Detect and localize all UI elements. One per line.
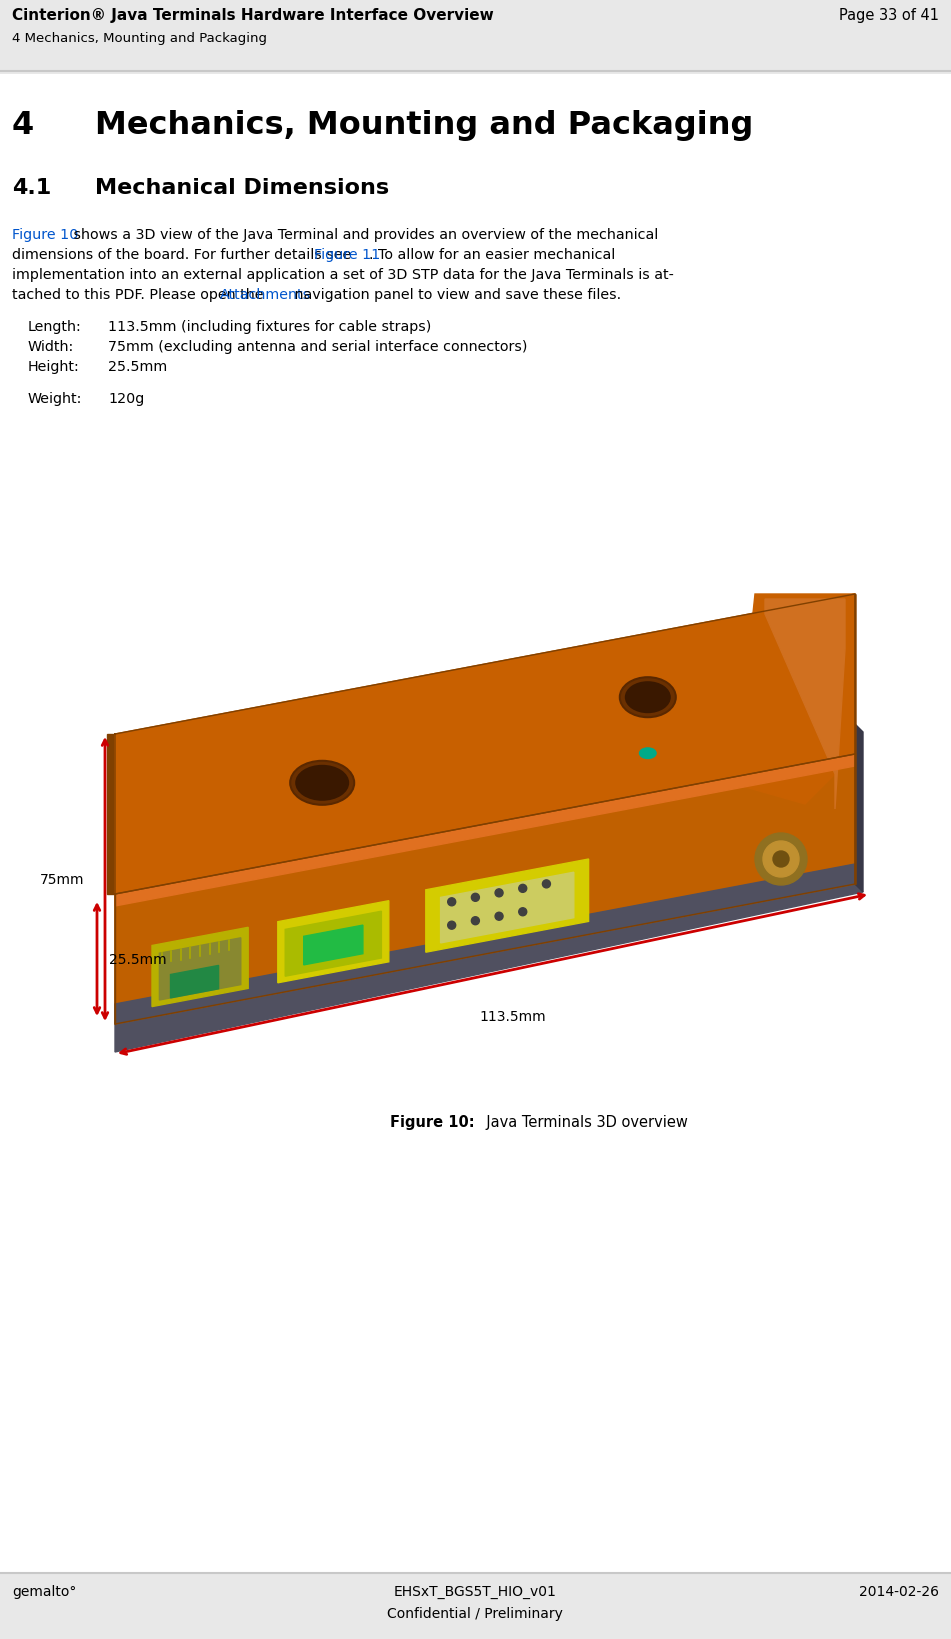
Text: Figure 11: Figure 11 [314, 247, 380, 262]
Bar [0, 0, 951, 75]
Text: Mechanical Dimensions: Mechanical Dimensions [95, 179, 389, 198]
Text: 120g: 120g [108, 392, 145, 406]
Polygon shape [115, 754, 855, 906]
Circle shape [542, 880, 551, 888]
Text: Length:: Length: [28, 320, 82, 334]
Polygon shape [152, 928, 248, 1006]
Circle shape [518, 908, 527, 916]
Text: Page 33 of 41: Page 33 of 41 [839, 8, 939, 23]
Text: 75mm (excluding antenna and serial interface connectors): 75mm (excluding antenna and serial inter… [108, 339, 528, 354]
Text: Mechanics, Mounting and Packaging: Mechanics, Mounting and Packaging [95, 110, 753, 141]
Text: 4: 4 [12, 110, 34, 141]
Ellipse shape [639, 747, 657, 760]
Circle shape [448, 921, 456, 929]
Polygon shape [765, 600, 845, 810]
Text: Width:: Width: [28, 339, 74, 354]
Text: Cinterion® Java Terminals Hardware Interface Overview: Cinterion® Java Terminals Hardware Inter… [12, 8, 494, 23]
Circle shape [495, 890, 503, 897]
Text: Confidential / Preliminary: Confidential / Preliminary [387, 1606, 563, 1619]
Polygon shape [855, 724, 863, 893]
Text: 25.5mm: 25.5mm [109, 952, 166, 967]
Text: Height:: Height: [28, 361, 80, 374]
Text: Java Terminals 3D overview: Java Terminals 3D overview [477, 1115, 688, 1129]
Circle shape [773, 852, 789, 867]
Text: 2014-02-26: 2014-02-26 [859, 1583, 939, 1598]
Text: implementation into an external application a set of 3D STP data for the Java Te: implementation into an external applicat… [12, 267, 674, 282]
Text: Weight:: Weight: [28, 392, 83, 406]
Polygon shape [170, 965, 219, 998]
Ellipse shape [290, 762, 354, 805]
Circle shape [472, 893, 479, 901]
Text: 75mm: 75mm [40, 872, 85, 887]
Text: tached to this PDF. Please open the: tached to this PDF. Please open the [12, 288, 268, 302]
Circle shape [518, 885, 527, 893]
Polygon shape [115, 864, 855, 1024]
Ellipse shape [620, 679, 676, 718]
Text: 25.5mm: 25.5mm [108, 361, 167, 374]
Polygon shape [440, 872, 573, 944]
Circle shape [755, 834, 807, 885]
Text: Figure 10: Figure 10 [12, 228, 78, 243]
Circle shape [495, 913, 503, 921]
Polygon shape [426, 859, 589, 952]
Text: navigation panel to view and save these files.: navigation panel to view and save these … [290, 288, 621, 302]
Circle shape [472, 918, 479, 924]
Polygon shape [107, 734, 115, 895]
Text: Attachments: Attachments [220, 288, 311, 302]
Text: 113.5mm (including fixtures for cable straps): 113.5mm (including fixtures for cable st… [108, 320, 432, 334]
Polygon shape [735, 595, 855, 805]
Text: dimensions of the board. For further details see: dimensions of the board. For further det… [12, 247, 356, 262]
Text: shows a 3D view of the Java Terminal and provides an overview of the mechanical: shows a 3D view of the Java Terminal and… [69, 228, 658, 243]
Circle shape [448, 898, 456, 906]
Circle shape [763, 841, 799, 877]
Text: 4.1: 4.1 [12, 179, 51, 198]
Text: 113.5mm: 113.5mm [479, 1010, 546, 1023]
Polygon shape [303, 926, 363, 965]
Polygon shape [278, 901, 389, 983]
Text: . To allow for an easier mechanical: . To allow for an easier mechanical [369, 247, 615, 262]
Polygon shape [115, 595, 855, 895]
Text: EHSxT_BGS5T_HIO_v01: EHSxT_BGS5T_HIO_v01 [394, 1583, 556, 1598]
Bar [0, 1573, 951, 1639]
Text: Figure 10:: Figure 10: [390, 1115, 475, 1129]
Ellipse shape [625, 682, 670, 713]
Ellipse shape [295, 765, 349, 801]
Polygon shape [115, 754, 855, 1024]
Polygon shape [285, 911, 381, 977]
Polygon shape [160, 938, 241, 1000]
Text: 4 Mechanics, Mounting and Packaging: 4 Mechanics, Mounting and Packaging [12, 33, 267, 44]
Text: gemalto°: gemalto° [12, 1583, 76, 1598]
Polygon shape [115, 885, 863, 1052]
